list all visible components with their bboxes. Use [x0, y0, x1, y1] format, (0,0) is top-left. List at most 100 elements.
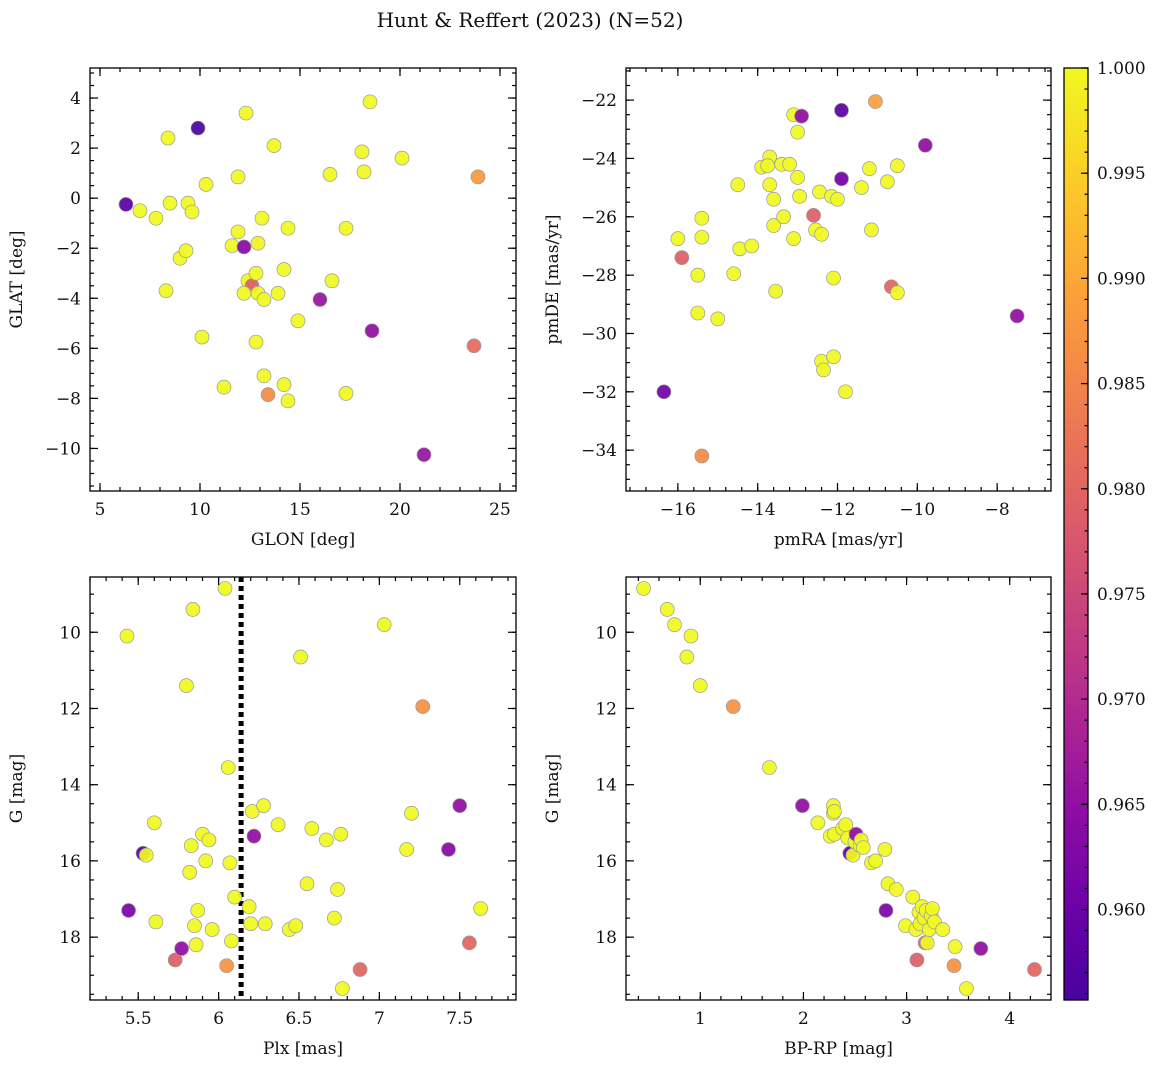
data-point: [404, 805, 419, 821]
data-point: [864, 222, 879, 238]
data-point: [335, 981, 350, 996]
data-point: [466, 338, 482, 354]
data-point: [878, 903, 894, 918]
x-tick-label: 6.5: [285, 1009, 312, 1029]
data-point: [917, 137, 933, 153]
data-point: [254, 210, 270, 226]
y-tick-label: −22: [581, 91, 617, 111]
x-tick-label: 20: [389, 500, 411, 520]
data-point: [826, 349, 841, 365]
data-point: [679, 649, 695, 665]
data-point: [760, 158, 776, 174]
data-point: [257, 916, 273, 932]
axes-frame: [89, 576, 517, 1001]
data-point: [810, 815, 826, 831]
y-tick-label: 18: [595, 928, 617, 948]
data-point: [683, 628, 699, 644]
data-point: [338, 386, 354, 401]
y-axis-label: G [mag]: [7, 754, 27, 823]
data-point: [415, 699, 431, 714]
data-point: [854, 180, 869, 195]
data-point: [452, 798, 468, 813]
y-axis-label: GLAT [deg]: [7, 230, 27, 328]
y-axis-label: G [mag]: [543, 754, 563, 823]
data-point: [462, 935, 477, 951]
data-point: [776, 209, 791, 225]
data-point: [280, 393, 296, 409]
data-point: [187, 918, 202, 934]
colorbar-tick-label: 0.980: [1097, 480, 1146, 500]
x-tick-label: 5: [95, 500, 106, 520]
data-point: [1009, 308, 1025, 324]
data-point: [224, 933, 239, 949]
colorbar: 0.960 0.965 0.970 0.975 0.980 0.985 0.990 0.995…: [1063, 59, 1146, 1001]
data-point: [219, 958, 234, 974]
data-point: [919, 935, 935, 951]
data-point: [256, 368, 272, 384]
x-tick-label: 15: [289, 500, 311, 520]
x-axis-label: Plx [mas]: [263, 1039, 343, 1059]
data-point: [890, 285, 905, 300]
data-point: [182, 864, 198, 880]
data-point: [158, 283, 174, 299]
data-point: [795, 798, 810, 813]
data-point: [179, 678, 194, 693]
data-point: [880, 174, 895, 190]
data-point: [148, 914, 164, 930]
data-point: [276, 262, 292, 277]
data-point: [324, 273, 340, 289]
data-point: [730, 177, 746, 193]
data-point: [299, 876, 315, 892]
data-point: [185, 602, 201, 617]
data-point: [868, 94, 883, 109]
colorbar-tick-label: 0.990: [1097, 269, 1146, 289]
colorbar-tick-label: 0.995: [1097, 164, 1146, 184]
data-point: [710, 311, 726, 327]
axes-frame: [625, 576, 1052, 1001]
data-point: [190, 120, 206, 136]
colorbar-frame: [1063, 67, 1089, 1001]
y-tick-label: 0: [70, 189, 81, 209]
data-point: [260, 387, 276, 402]
data-point: [888, 882, 904, 897]
data-point: [670, 231, 686, 247]
y-tick-label: −34: [581, 441, 617, 461]
data-point: [160, 130, 176, 146]
data-point: [256, 292, 272, 307]
data-point: [726, 266, 742, 282]
y-axis-label: pmDE [mas/yr]: [543, 214, 563, 344]
data-point: [184, 204, 200, 220]
y-tick-label: 10: [595, 623, 617, 643]
data-point: [236, 285, 252, 301]
data-point: [694, 210, 710, 226]
data-point: [768, 283, 783, 299]
data-point: [183, 838, 199, 854]
y-tick-label: −26: [581, 208, 617, 228]
data-point: [659, 602, 675, 617]
data-point: [227, 889, 243, 905]
colorbar-gradient: [1064, 68, 1088, 1000]
colorbar-tick-label: 1.000: [1097, 59, 1146, 79]
x-tick-label: 7: [374, 1009, 385, 1029]
y-tick-label: −6: [56, 339, 81, 359]
y-tick-label: 16: [595, 852, 617, 872]
data-point: [248, 334, 264, 350]
data-point: [204, 922, 220, 937]
data-point: [794, 108, 809, 124]
y-tick-label: 14: [595, 776, 617, 796]
data-point: [667, 617, 682, 632]
x-tick-label: 3: [901, 1009, 912, 1029]
data-point: [241, 899, 257, 914]
data-point: [194, 329, 210, 345]
y-tick-label: 10: [59, 623, 81, 643]
data-point: [762, 760, 777, 775]
data-point: [138, 847, 154, 863]
colorbar-tick-label: 0.960: [1097, 901, 1146, 921]
y-tick-label: 18: [59, 928, 81, 948]
data-point: [230, 224, 246, 240]
data-point: [167, 952, 183, 968]
y-tick-label: 4: [70, 89, 81, 109]
data-point: [188, 937, 204, 953]
data-point: [243, 916, 259, 932]
